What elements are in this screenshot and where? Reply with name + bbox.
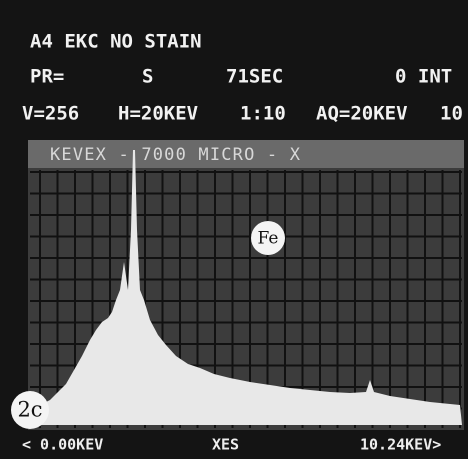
footer-field: < 0.00KEV: [22, 436, 103, 454]
header-field: 0 INT: [395, 66, 452, 88]
footer-field: XES: [212, 436, 239, 454]
banner: KEVEX - 7000 MICRO - X: [50, 145, 301, 165]
page: {"header": {"line1": "A4 EKC NO STAIN", …: [0, 0, 468, 459]
header-field: H=20KEV: [118, 103, 198, 125]
header-line: A4 EKC NO STAIN: [30, 31, 202, 53]
panel-label: 2c: [17, 398, 42, 422]
header-field: PR=: [30, 66, 64, 88]
header-field: AQ=20KEV: [316, 103, 408, 125]
header-field: S: [142, 66, 153, 88]
peak-label: Fe: [258, 229, 279, 249]
header-field: 1:10: [240, 103, 286, 125]
footer-field: 10.24KEV>: [360, 436, 441, 454]
header-field: 71SEC: [226, 66, 283, 88]
screenshot: A4 EKC NO STAIN PR= S 71SEC 0 INT V=256 …: [0, 0, 468, 459]
header-field: V=256: [22, 103, 79, 125]
header-field: 10: [440, 103, 463, 125]
